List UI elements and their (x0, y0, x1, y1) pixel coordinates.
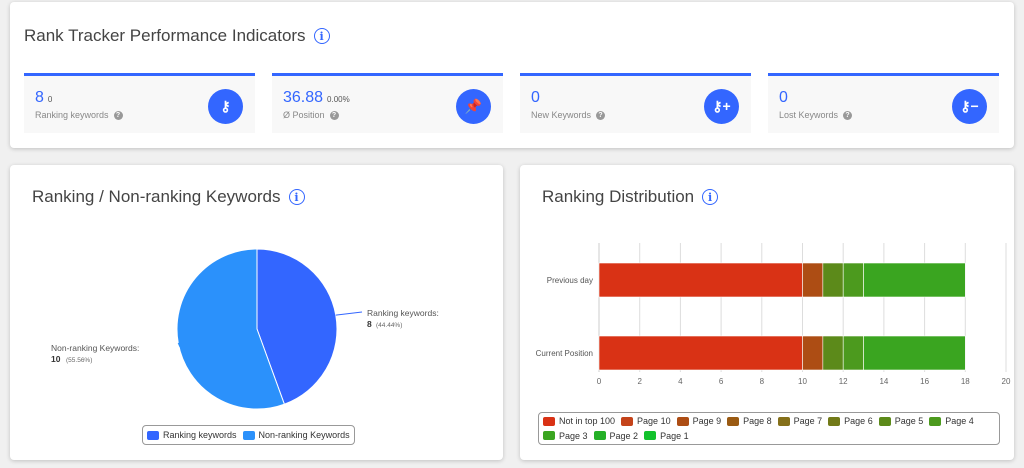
kpi-label: Ø Position? (283, 110, 339, 120)
ranking-distribution-card: Ranking Distribution i (520, 165, 1014, 460)
legend-swatch (543, 416, 555, 426)
slice-label: Non-ranking Keywords: (51, 343, 139, 353)
kpi-label: New Keywords? (531, 110, 606, 120)
x-tick-label: 20 (1002, 377, 1011, 386)
performance-title: Rank Tracker Performance Indicators i (24, 26, 330, 46)
kpi-label: Lost Keywords? (779, 110, 853, 120)
card-title: Ranking Distribution (542, 187, 695, 206)
pie-slice[interactable] (256, 248, 338, 405)
info-icon[interactable]: i (313, 28, 330, 44)
pin-icon: 📌 (456, 89, 491, 124)
legend-item[interactable]: Page 1 (644, 431, 689, 441)
help-icon[interactable]: ? (113, 110, 123, 120)
legend-item[interactable]: Page 10 (621, 416, 671, 426)
help-icon[interactable]: ? (596, 110, 606, 120)
x-tick-label: 14 (879, 377, 888, 386)
kpi-box: 36.88 0.00% Ø Position? 📌 (272, 73, 503, 133)
bar-segment[interactable] (863, 335, 966, 371)
legend-swatch (147, 430, 159, 440)
legend-swatch (777, 416, 790, 426)
y-category-label: Current Position (536, 349, 593, 358)
key-icon: ⚷ (208, 89, 243, 124)
kpi-value: 36.88 0.00% (283, 89, 350, 106)
kpi-box: 0 Lost Keywords? ⚷− (768, 73, 999, 133)
bar-legend: Not in top 100 Page 10 Page 9 Page 8 Page 7 P… (538, 412, 1000, 445)
legend-swatch (929, 416, 942, 426)
bar-segment[interactable] (598, 335, 803, 371)
pie-slice[interactable] (176, 248, 286, 410)
pie-legend: Ranking keywords Non-ranking Keywords (142, 425, 355, 445)
x-tick-label: 2 (637, 377, 642, 386)
kpi-value: 0 (779, 89, 788, 106)
legend-item[interactable]: Page 6 (828, 416, 873, 426)
info-icon[interactable]: i (288, 189, 305, 205)
slice-percent: (44.44%) (376, 322, 402, 329)
x-tick-label: 0 (597, 377, 602, 386)
legend-item[interactable]: Page 5 (878, 416, 923, 426)
legend-item[interactable]: Page 8 (727, 416, 772, 426)
label-connector (177, 342, 181, 348)
bars-title: Ranking Distribution i (542, 187, 719, 207)
x-tick-label: 16 (920, 377, 929, 386)
legend-swatch (676, 416, 689, 426)
x-tick-label: 8 (760, 377, 765, 386)
card-title: Ranking / Non-ranking Keywords (32, 187, 281, 206)
bar-segment[interactable] (598, 262, 803, 298)
x-tick-label: 18 (961, 377, 970, 386)
help-icon[interactable]: ? (843, 110, 853, 120)
kpi-change: 0 (47, 95, 53, 104)
bar-segment[interactable] (842, 335, 864, 371)
legend-swatch (543, 431, 555, 441)
key-minus-icon: ⚷− (952, 89, 987, 124)
kpi-change: 0.00% (327, 95, 350, 104)
pie-title: Ranking / Non-ranking Keywords i (32, 187, 305, 207)
bar-chart: 0 2 4 6 8 10 12 14 16 18 20 Previous day Current Pos… (536, 243, 1011, 386)
kpi-value: 0 (531, 89, 540, 106)
legend-item[interactable]: Page 3 (543, 431, 588, 441)
x-tick-label: 6 (719, 377, 724, 386)
legend-swatch (242, 430, 255, 440)
slice-value: 10 (51, 354, 61, 364)
kpi-box: 0 New Keywords? ⚷+ (520, 73, 751, 133)
slice-percent: (55.56%) (66, 357, 92, 364)
bar-segment[interactable] (863, 262, 966, 298)
y-category-label: Previous day (547, 276, 593, 285)
slice-value: 8 (367, 319, 372, 329)
legend-item[interactable]: Non-ranking Keywords (242, 430, 350, 440)
legend-swatch (644, 431, 657, 441)
label-connector (335, 311, 363, 316)
x-tick-label: 4 (678, 377, 683, 386)
legend-item[interactable]: Page 9 (676, 416, 721, 426)
bar-segment[interactable] (842, 262, 864, 298)
key-plus-icon: ⚷+ (704, 89, 739, 124)
legend-swatch (878, 416, 891, 426)
bar-segment[interactable] (822, 335, 844, 371)
x-tick-label: 12 (839, 377, 848, 386)
legend-item[interactable]: Ranking keywords (147, 430, 237, 440)
slice-label: Ranking keywords: (367, 308, 439, 318)
bar-segment[interactable] (802, 262, 824, 298)
legend-item[interactable]: Page 7 (777, 416, 822, 426)
legend-item[interactable]: Not in top 100 (543, 416, 615, 426)
legend-swatch (727, 416, 740, 426)
help-icon[interactable]: ? (329, 110, 339, 120)
bar-segment[interactable] (822, 262, 844, 298)
card-title: Rank Tracker Performance Indicators (24, 26, 306, 45)
legend-item[interactable]: Page 4 (929, 416, 974, 426)
legend-swatch (828, 416, 841, 426)
legend-item[interactable]: Page 2 (593, 431, 638, 441)
legend-swatch (621, 416, 634, 426)
bar-segment[interactable] (802, 335, 824, 371)
kpi-label: Ranking keywords? (35, 110, 123, 120)
pie-chart: Ranking keywords:8 (44.44%) Non-ranking Ke… (51, 248, 439, 410)
info-icon[interactable]: i (702, 189, 719, 205)
legend-swatch (593, 431, 606, 441)
x-tick-label: 10 (798, 377, 807, 386)
